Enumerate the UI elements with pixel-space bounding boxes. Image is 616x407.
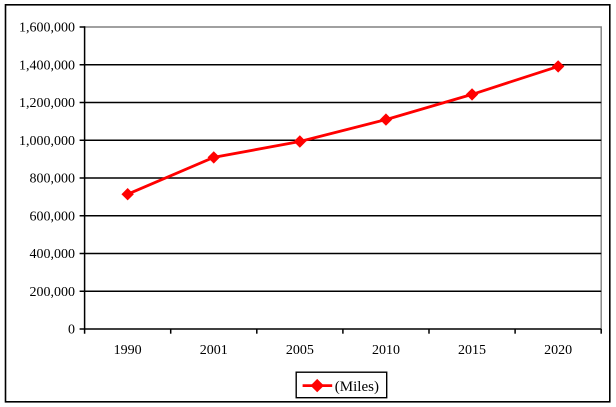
svg-text:1,200,000: 1,200,000 — [19, 96, 75, 111]
svg-text:600,000: 600,000 — [30, 209, 76, 224]
svg-text:800,000: 800,000 — [30, 172, 76, 187]
svg-text:2020: 2020 — [544, 343, 572, 358]
svg-text:1,400,000: 1,400,000 — [19, 58, 75, 73]
svg-text:2015: 2015 — [458, 343, 486, 358]
svg-text:1,000,000: 1,000,000 — [19, 134, 75, 149]
svg-text:1990: 1990 — [114, 343, 142, 358]
svg-text:200,000: 200,000 — [30, 285, 76, 300]
svg-text:1,600,000: 1,600,000 — [19, 21, 75, 36]
svg-text:400,000: 400,000 — [30, 247, 76, 262]
svg-text:2001: 2001 — [200, 343, 228, 358]
svg-text:0: 0 — [68, 323, 75, 338]
svg-text:(Miles): (Miles) — [335, 379, 379, 395]
svg-text:2005: 2005 — [286, 343, 314, 358]
svg-text:2010: 2010 — [372, 343, 400, 358]
